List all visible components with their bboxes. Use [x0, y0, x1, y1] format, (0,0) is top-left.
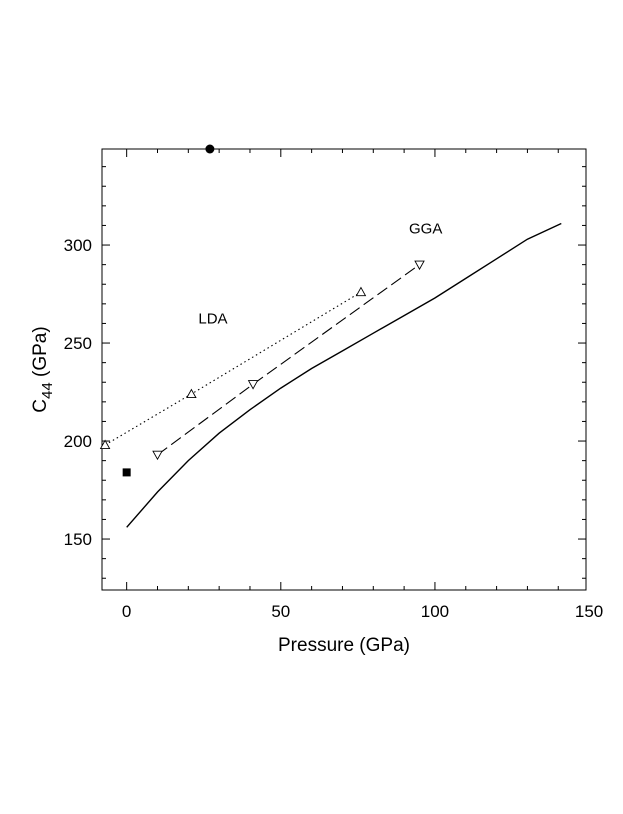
- y-axis-title-unit: (GPa): [30, 326, 51, 382]
- y-axis-title-main: C: [30, 399, 51, 413]
- triangle-down-point: [247, 380, 259, 390]
- x-tick-label: 150: [575, 602, 603, 621]
- triangle-down-point: [152, 450, 163, 461]
- triangle-up-point: [99, 439, 111, 450]
- series-line-solid: [126, 222, 562, 528]
- x-tick-label: 50: [271, 602, 290, 621]
- y-tick-label: 150: [64, 530, 92, 549]
- series-line-dashed: [157, 264, 420, 456]
- annotation-gga: GGA: [409, 220, 442, 237]
- triangle-down-point: [414, 260, 425, 271]
- y-tick-label: 200: [64, 432, 92, 451]
- y-tick-label: 250: [64, 334, 92, 353]
- filled-circle-point: [205, 144, 215, 154]
- triangle-up-point: [355, 286, 367, 297]
- triangle-up-point: [186, 388, 197, 399]
- y-axis-title: C44 (GPa): [30, 326, 56, 412]
- filled-square-point: [122, 468, 131, 477]
- x-axis-title: Pressure (GPa): [278, 635, 410, 656]
- plot-frame: [101, 148, 587, 591]
- x-tick-label: 100: [421, 602, 449, 621]
- x-tick-label: 0: [122, 602, 131, 621]
- y-tick-label: 300: [64, 236, 92, 255]
- annotation-lda: LDA: [198, 310, 227, 327]
- y-axis-title-sub: 44: [39, 382, 56, 399]
